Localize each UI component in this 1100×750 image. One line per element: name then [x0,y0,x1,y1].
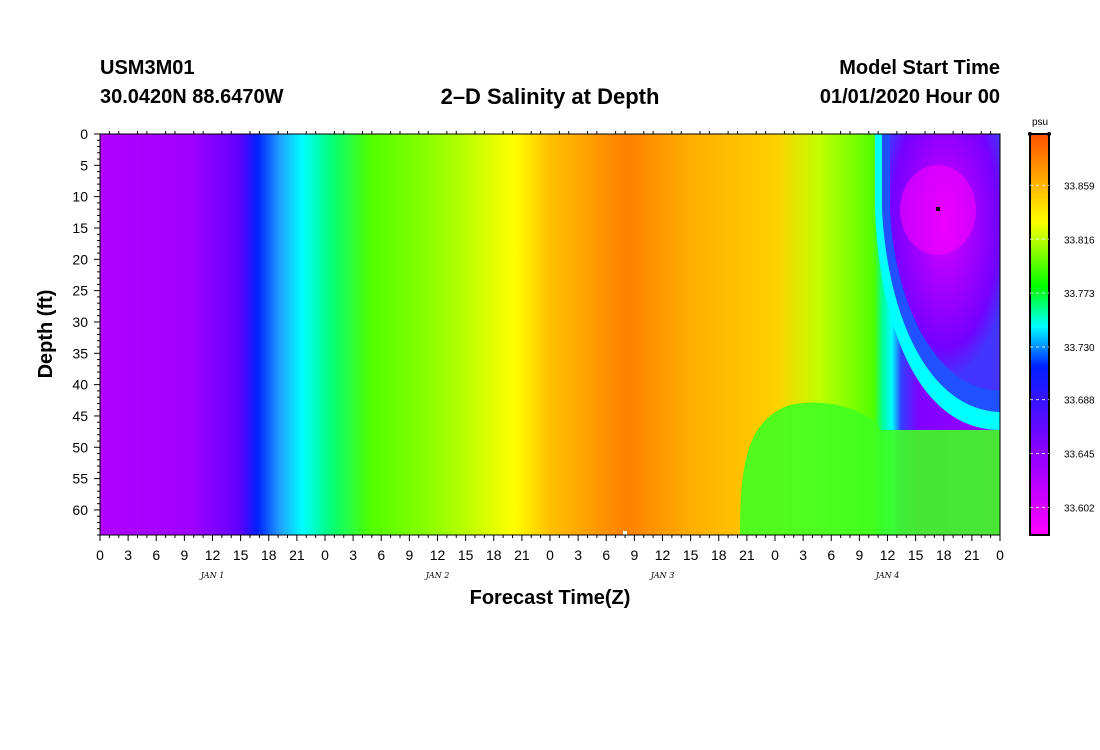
x-tick-label: 12 [430,547,446,563]
colorbar-tick-label: 33.688 [1064,396,1095,407]
x-tick-label: 0 [996,547,1004,563]
x-tick-label: 6 [827,547,835,563]
x-tick-label: 3 [574,547,582,563]
y-tick-label: 50 [72,439,88,455]
y-tick-label: 25 [72,283,88,299]
y-tick-label: 10 [72,189,88,205]
colorbar-corner-dot [1047,132,1051,136]
x-tick-label: 21 [739,547,755,563]
x-tick-label: 3 [799,547,807,563]
y-axis-label: Depth (ft) [35,290,57,379]
y-tick-label: 5 [80,157,88,173]
chart-title: 2–D Salinity at Depth [440,84,660,109]
x-tick-label: 18 [486,547,502,563]
model-start-value: 01/01/2020 Hour 00 [819,86,1000,108]
x-tick-label: 21 [964,547,980,563]
x-tick-label: 21 [289,547,305,563]
x-tick-label: 0 [771,547,779,563]
colorbar-unit: psu [1032,117,1048,128]
x-tick-label: 15 [233,547,249,563]
y-tick-label: 20 [72,251,88,267]
x-tick-label: 6 [602,547,610,563]
y-tick-label: 40 [72,377,88,393]
x-tick-label: 18 [711,547,727,563]
y-tick-label: 30 [72,314,88,330]
colorbar-tick-label: 33.816 [1064,235,1095,246]
x-tick-label: 15 [458,547,474,563]
day-label: JAN 4 [874,571,900,580]
x-tick-label: 0 [321,547,329,563]
x-tick-label: 3 [124,547,132,563]
x-tick-label: 12 [880,547,896,563]
day-labels: JAN 1 JAN 2 JAN 3 JAN 4 [199,571,900,580]
x-tick-label: 6 [152,547,160,563]
x-tick-label: 3 [349,547,357,563]
day-label: JAN 2 [424,571,450,580]
y-tick-label: 15 [72,220,88,236]
colorbar-tick-label: 33.859 [1064,181,1095,192]
day-label: JAN 3 [649,571,675,580]
colorbar-tick-label: 33.645 [1064,450,1095,461]
station-coordinates: 30.0420N 88.6470W [100,86,284,108]
x-tick-label: 0 [96,547,104,563]
y-tick-label: 35 [72,345,88,361]
x-tick-label: 12 [205,547,221,563]
x-tick-label: 9 [180,547,188,563]
x-tick-label: 6 [377,547,385,563]
x-tick-label: 9 [405,547,413,563]
colorbar-tick-label: 33.773 [1064,289,1095,300]
x-tick-label: 0 [546,547,554,563]
day-label: JAN 1 [199,571,225,580]
x-tick-label: 9 [630,547,638,563]
y-axis-ticks: 0 5 10 15 20 25 30 35 40 45 50 55 60 [72,126,100,536]
x-tick-label: 21 [514,547,530,563]
salinity-field [100,134,1000,535]
x-tick-label: 18 [936,547,952,563]
x-tick-label: 15 [683,547,699,563]
y-tick-label: 60 [72,502,88,518]
y-tick-label: 55 [72,471,88,487]
colorbar [1029,133,1050,536]
x-axis-label: Forecast Time(Z) [470,587,631,609]
y-tick-label: 45 [72,408,88,424]
station-id: USM3M01 [100,57,195,79]
y-tick-label: 0 [80,126,88,142]
colorbar-tick-label: 33.730 [1064,343,1095,354]
x-tick-label: 15 [908,547,924,563]
colorbar-ticks: 33.859 33.816 33.773 33.730 33.688 33.645 33.6… [1028,132,1095,514]
x-tick-label: 9 [855,547,863,563]
colorbar-tick-label: 33.602 [1064,503,1095,514]
x-tick-label: 12 [655,547,671,563]
model-start-label: Model Start Time [839,57,1000,79]
x-axis-ticks: 0 3 6 9 12 15 18 21 0 3 6 9 12 15 18 21 0 3 6 9 12 15 18 21 0 3 6 9… [96,131,1004,563]
x-tick-label: 18 [261,547,277,563]
colorbar-corner-dot [1028,132,1032,136]
